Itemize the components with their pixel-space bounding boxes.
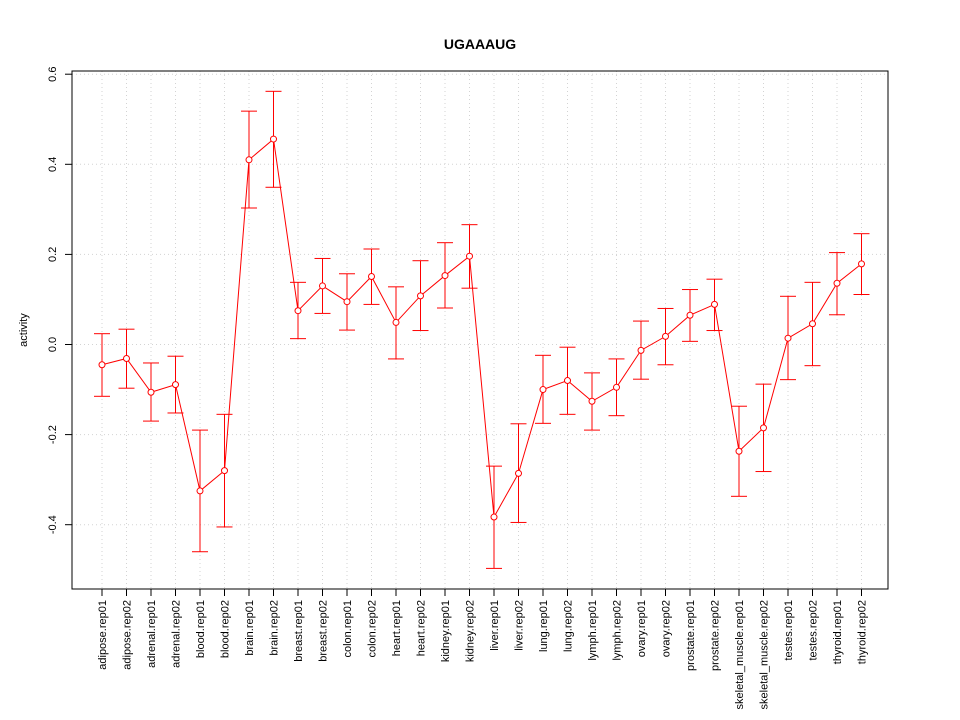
x-tick-label: blood.rep01 — [195, 600, 207, 658]
data-point — [588, 397, 596, 405]
data-point — [392, 318, 400, 326]
data-point — [539, 386, 547, 394]
x-tick-label: ovary.rep02 — [661, 600, 673, 657]
data-point — [270, 135, 277, 143]
data-point — [319, 282, 326, 290]
data-point — [417, 292, 424, 300]
data-point — [221, 467, 228, 475]
y-tick-label: -0.2 — [47, 425, 59, 444]
data-point — [490, 513, 498, 521]
x-tick-label: breast.rep01 — [293, 600, 305, 662]
x-tick-label: testes.rep02 — [808, 600, 820, 661]
x-tick-label: breast.rep02 — [318, 600, 330, 662]
x-tick-label: adrenal.rep01 — [146, 600, 158, 668]
data-point — [245, 156, 253, 164]
x-tick-label: kidney.rep01 — [440, 600, 452, 662]
data-point — [686, 311, 694, 319]
data-point — [662, 332, 669, 340]
grid-layer — [72, 71, 888, 589]
axis-layer: -0.4 -0.2 0.0 0.2 0.4 0.6 adipose.rep01 adipose… — [47, 67, 869, 710]
plot-border — [71, 70, 889, 590]
x-tick-label: lung.rep01 — [538, 600, 550, 652]
data-point — [637, 346, 645, 354]
x-tick-label: skeletal_muscle.rep01 — [734, 600, 746, 709]
data-point — [515, 469, 522, 477]
x-tick-label: brain.rep02 — [269, 600, 281, 656]
data-point — [368, 272, 375, 280]
x-tick-label: lymph.rep02 — [612, 600, 624, 661]
data-point — [98, 361, 106, 369]
x-tick-label: adrenal.rep02 — [171, 600, 183, 668]
y-tick-label: 0.4 — [47, 157, 59, 172]
data-point — [343, 298, 351, 306]
x-tick-label: ovary.rep01 — [636, 600, 648, 657]
x-tick-label: thyroid.rep01 — [832, 600, 844, 664]
data-point — [172, 381, 179, 389]
series-line — [101, 138, 862, 519]
x-tick-label: liver.rep01 — [489, 600, 501, 651]
x-tick-label: lymph.rep01 — [587, 600, 599, 661]
x-tick-label: adipose.rep02 — [122, 600, 134, 670]
data-point — [147, 388, 155, 396]
data-point — [784, 334, 792, 342]
x-tick-label: blood.rep02 — [220, 600, 232, 658]
data-point — [735, 447, 743, 455]
x-tick-label: prostate.rep01 — [685, 600, 697, 671]
chart-title: UGAAAUG — [444, 36, 516, 52]
x-tick-label: skeletal_muscle.rep02 — [759, 600, 771, 709]
x-tick-label: liver.rep02 — [514, 600, 526, 651]
x-tick-label: colon.rep02 — [367, 600, 379, 658]
y-tick-label: 0.6 — [47, 67, 59, 82]
data-point — [196, 487, 204, 495]
x-tick-label: prostate.rep02 — [710, 600, 722, 671]
x-tick-label: thyroid.rep02 — [857, 600, 869, 664]
x-tick-label: adipose.rep01 — [97, 600, 109, 670]
data-point — [466, 252, 473, 260]
data-point — [858, 260, 865, 268]
x-tick-label: kidney.rep02 — [465, 600, 477, 662]
x-tick-label: colon.rep01 — [342, 600, 354, 658]
data-point — [833, 279, 841, 287]
y-tick-label: 0.0 — [47, 337, 59, 352]
x-tick-label: lung.rep02 — [563, 600, 575, 652]
data-point — [809, 320, 816, 328]
data-point — [760, 424, 767, 432]
y-tick-label: -0.4 — [47, 515, 59, 534]
x-tick-label: testes.rep01 — [783, 600, 795, 661]
x-tick-label: heart.rep02 — [416, 600, 428, 656]
y-axis-label: activity — [18, 313, 30, 347]
series-layer — [94, 90, 870, 569]
data-point — [711, 300, 718, 308]
data-point — [613, 383, 620, 391]
data-point — [564, 377, 571, 385]
y-tick-label: 0.2 — [47, 247, 59, 262]
x-tick-label: heart.rep01 — [391, 600, 403, 656]
x-tick-label: brain.rep01 — [244, 600, 256, 656]
data-point — [123, 354, 130, 362]
data-point — [294, 307, 302, 315]
data-point — [441, 272, 449, 280]
